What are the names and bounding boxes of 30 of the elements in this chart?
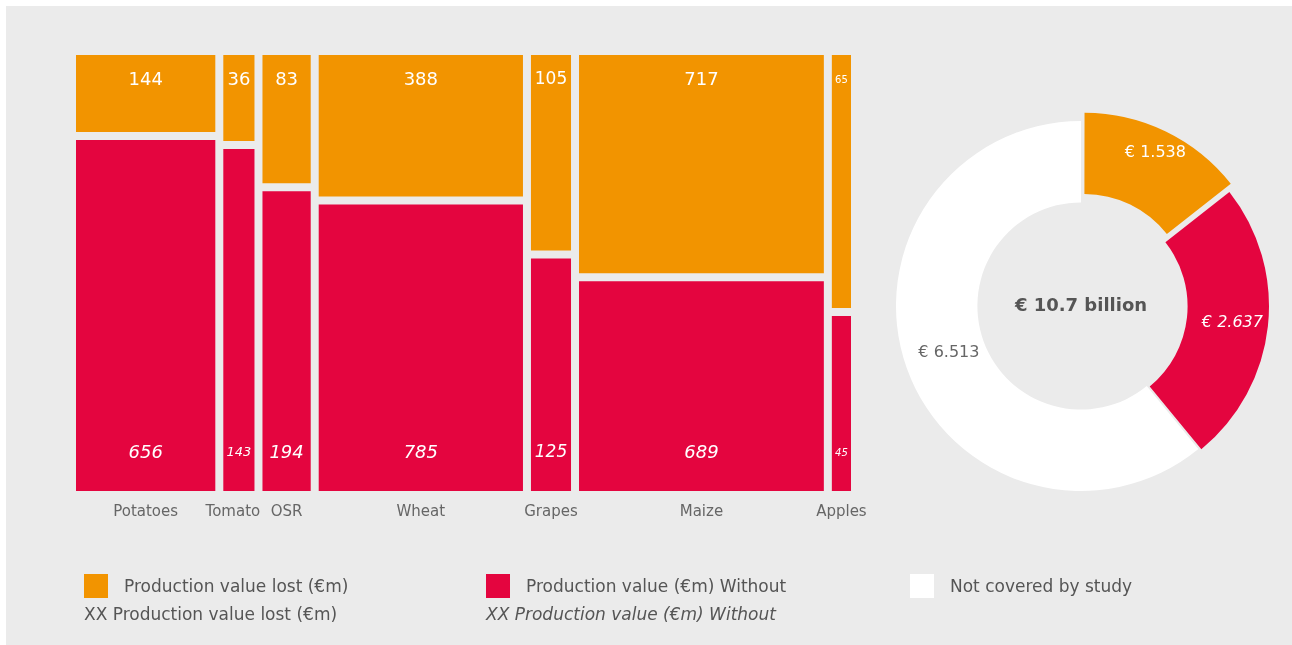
data-label: 194 (269, 440, 304, 462)
data-label: 689 (684, 440, 719, 462)
text: € 10.7 billion (1013, 293, 1148, 315)
text: XX Production value lost (€m) (84, 604, 338, 624)
data-label: 45 (835, 446, 848, 458)
data-label: € 1.538 (1124, 141, 1186, 161)
data-label: 144 (128, 67, 163, 89)
category-label: Wheat (396, 501, 446, 520)
legend-label: Production value (€m) Without (526, 576, 787, 596)
category-label: OSR (270, 501, 303, 520)
data-label: 105 (534, 68, 568, 89)
category-label: Maize (679, 501, 724, 520)
legend-label: Not covered by study (950, 576, 1133, 596)
data-label: 785 (403, 440, 439, 462)
data-label: 388 (403, 67, 439, 89)
data-label: 656 (128, 440, 163, 462)
data-label: 36 (227, 67, 251, 89)
category-label: Tomato (204, 501, 261, 520)
category-label: Potatoes (113, 501, 179, 520)
data-label: € 2.637 (1200, 311, 1264, 331)
legend-label: Production value lost (€m) (124, 576, 349, 596)
data-label: 717 (684, 67, 719, 89)
category-label: Grapes (524, 501, 578, 520)
data-label: € 6.513 (918, 342, 980, 362)
text: XX Production value (€m) Without (486, 604, 776, 624)
category-label: Apples (816, 501, 867, 520)
data-label: 83 (275, 67, 299, 89)
data-label: 125 (534, 441, 568, 462)
data-label: 143 (226, 444, 252, 460)
data-label: 65 (835, 73, 848, 85)
